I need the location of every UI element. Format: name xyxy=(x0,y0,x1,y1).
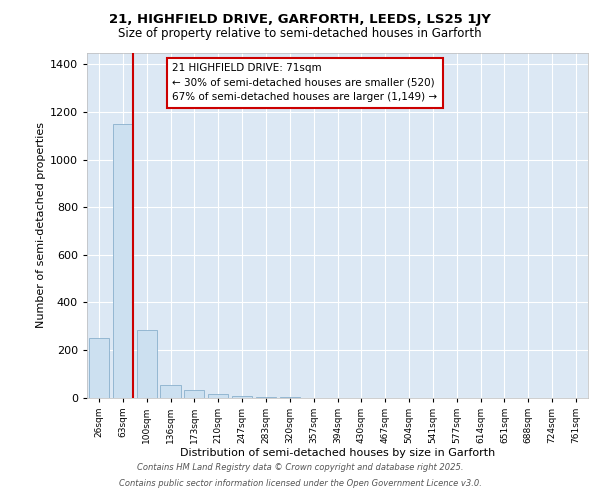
Bar xyxy=(232,396,252,398)
Text: 21 HIGHFIELD DRIVE: 71sqm
← 30% of semi-detached houses are smaller (520)
67% of: 21 HIGHFIELD DRIVE: 71sqm ← 30% of semi-… xyxy=(172,63,437,102)
Text: 21, HIGHFIELD DRIVE, GARFORTH, LEEDS, LS25 1JY: 21, HIGHFIELD DRIVE, GARFORTH, LEEDS, LS… xyxy=(109,12,491,26)
Bar xyxy=(113,124,133,398)
X-axis label: Distribution of semi-detached houses by size in Garforth: Distribution of semi-detached houses by … xyxy=(180,448,495,458)
Bar xyxy=(137,330,157,398)
Bar xyxy=(160,385,181,398)
Bar xyxy=(208,394,229,398)
Y-axis label: Number of semi-detached properties: Number of semi-detached properties xyxy=(35,122,46,328)
Bar xyxy=(184,390,205,398)
Text: Size of property relative to semi-detached houses in Garforth: Size of property relative to semi-detach… xyxy=(118,28,482,40)
Bar xyxy=(89,338,109,398)
Text: Contains public sector information licensed under the Open Government Licence v3: Contains public sector information licen… xyxy=(119,478,481,488)
Text: Contains HM Land Registry data © Crown copyright and database right 2025.: Contains HM Land Registry data © Crown c… xyxy=(137,464,463,472)
